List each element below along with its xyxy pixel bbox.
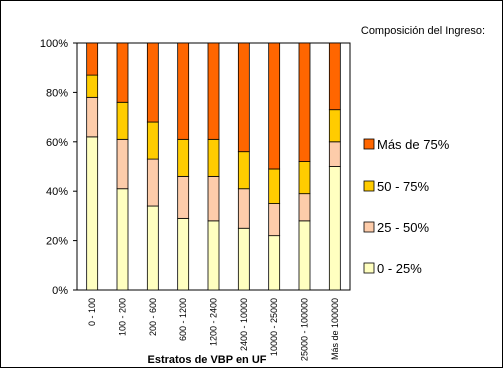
bar-segment [86, 74, 99, 98]
legend-label: 50 - 75% [377, 179, 429, 194]
x-tick-label: 1200 - 2400 [209, 298, 219, 346]
x-tick-label: 600 - 1200 [178, 298, 188, 341]
legend-label: 0 - 25% [377, 261, 422, 276]
bar-segment [177, 42, 190, 140]
x-tick-label: 25000 - 100000 [300, 298, 310, 361]
bar-segment [207, 175, 220, 222]
bar-segment [146, 205, 159, 291]
x-tick-label: 100 - 200 [118, 298, 128, 336]
bar-segment [268, 42, 281, 170]
legend-swatch [363, 221, 375, 233]
bar-segment [237, 151, 250, 190]
bar-segment [207, 42, 220, 140]
legend-swatch [363, 180, 375, 192]
bar-segment [268, 203, 281, 237]
bar-segment [177, 175, 190, 219]
legend-label: 25 - 50% [377, 220, 429, 235]
x-tick-label: 10000 - 25000 [269, 298, 279, 356]
bar-segment [328, 109, 341, 143]
bars [86, 42, 341, 291]
x-tick-label: 200 - 600 [148, 298, 158, 336]
x-tick-label: 0 - 100 [87, 298, 97, 326]
bar-segment [268, 168, 281, 204]
bar-segment [237, 188, 250, 229]
legend-label: Más de 75% [377, 137, 450, 152]
bar-segment [237, 42, 250, 153]
bar-segment [86, 42, 99, 76]
y-tick-label: 40% [46, 186, 68, 198]
y-tick-label: 100% [40, 38, 68, 50]
bar-segment [86, 136, 99, 291]
bar-segment [146, 42, 159, 123]
bar-segment [328, 166, 341, 291]
bar-segment [237, 227, 250, 291]
chart-title: Composición del Ingreso: [361, 25, 485, 37]
y-tick-label: 60% [46, 137, 68, 149]
bar-segment [298, 193, 311, 222]
bar-segment [328, 42, 341, 111]
bar-segment [298, 220, 311, 291]
bar-segment [177, 138, 190, 177]
bar-segment [116, 138, 129, 190]
legend-swatch [363, 138, 375, 150]
bar-segment [207, 138, 220, 177]
x-tick-label: 2400 - 10000 [239, 298, 249, 351]
y-axis: 0% 20% 40% 60% 80% 100% [40, 38, 77, 297]
bar-segment [207, 220, 220, 291]
bar-segment [328, 141, 341, 167]
x-axis-label: Estratos de VBP en UF [148, 354, 267, 366]
bar-segment [116, 101, 129, 140]
bar-segment [298, 42, 311, 162]
legend-swatch [363, 262, 375, 274]
y-tick-label: 80% [46, 87, 68, 99]
bar-segment [116, 188, 129, 291]
bar-segment [177, 217, 190, 291]
bar-segment [86, 96, 99, 138]
bar-segment [116, 42, 129, 103]
bar-segment [146, 158, 159, 207]
legend: Más de 75% 50 - 75% 25 - 50% 0 - 25% [363, 137, 450, 276]
x-axis: 0 - 100 100 - 200 200 - 600 600 - 1200 1200 … [87, 298, 340, 361]
bar-segment [298, 161, 311, 195]
y-tick-label: 20% [46, 236, 68, 248]
bar-segment [146, 121, 159, 160]
bar-segment [268, 235, 281, 291]
x-tick-label: Más de 100000 [330, 298, 340, 360]
y-tick-label: 0% [52, 285, 68, 297]
